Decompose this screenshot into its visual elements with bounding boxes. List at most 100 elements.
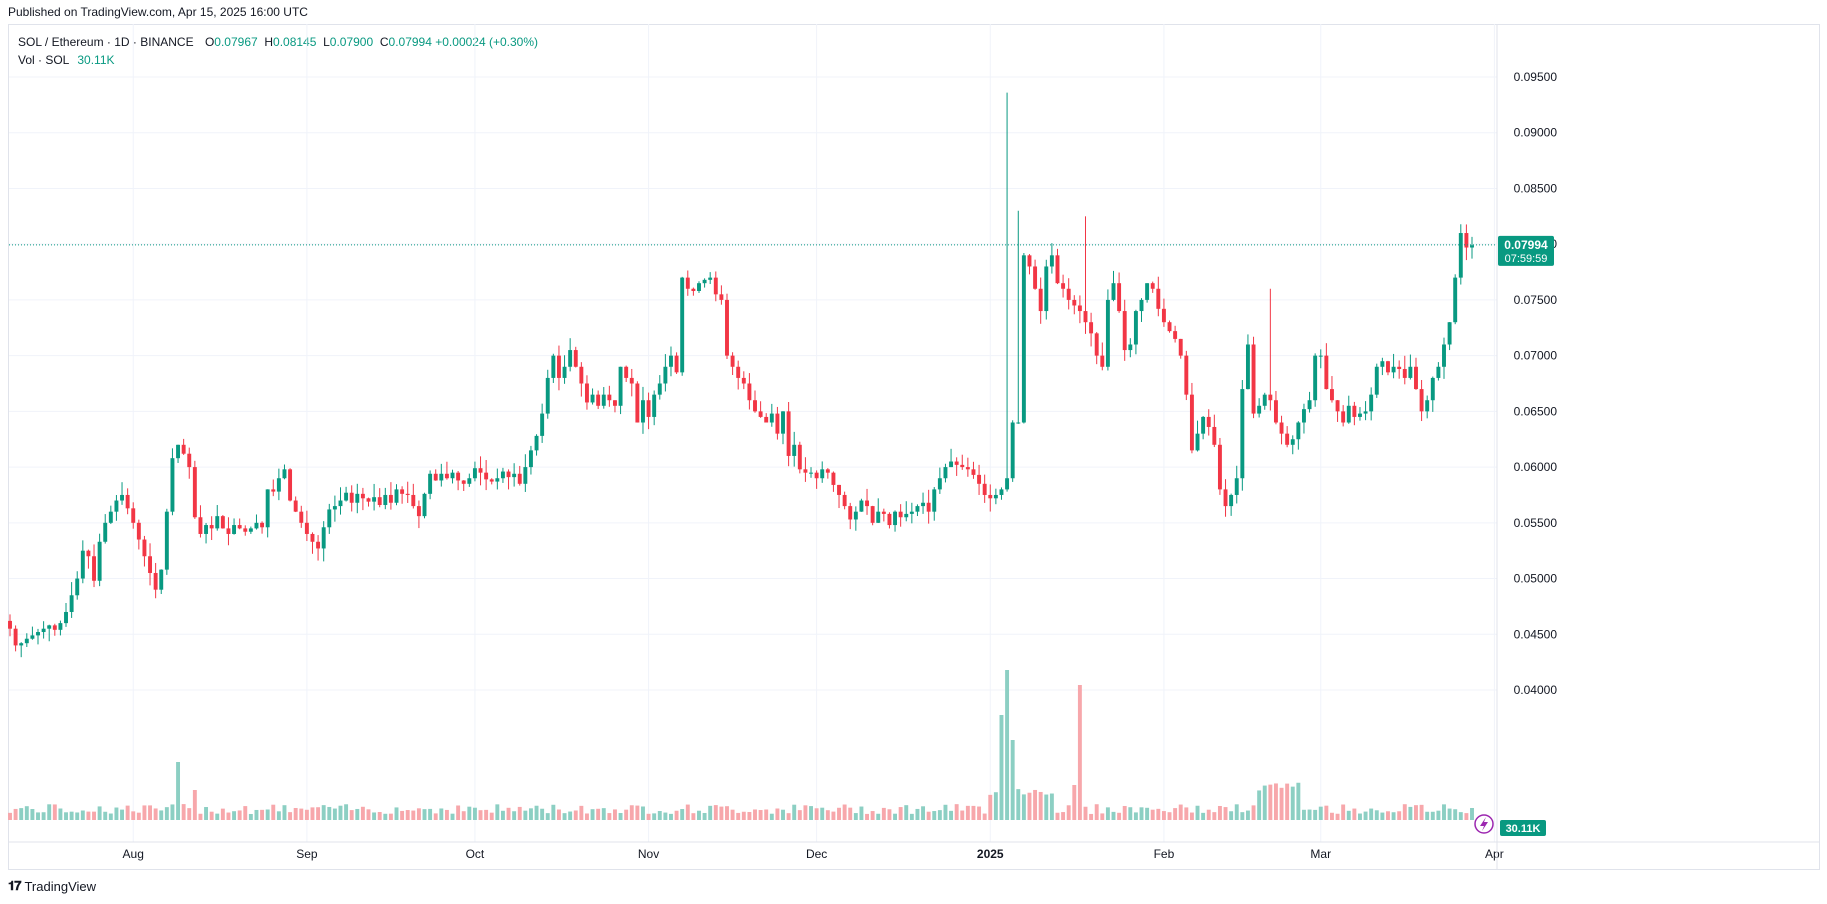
tradingview-logo-icon[interactable]: 𝟏𝟕: [8, 878, 22, 893]
volume-bar: [254, 809, 259, 820]
candle-body: [349, 492, 354, 503]
candle-body: [1346, 405, 1351, 423]
candle-body: [584, 383, 589, 403]
volume-bar: [887, 809, 892, 820]
candle-body: [41, 628, 46, 633]
volume-bar: [641, 806, 645, 820]
volume-bar: [1447, 808, 1452, 820]
volume-bar: [248, 813, 253, 820]
volume-bar: [568, 811, 573, 820]
volume-bar: [988, 794, 993, 820]
close-value: 0.07994: [388, 35, 432, 49]
candle-body: [1251, 344, 1256, 414]
volume-bar: [898, 807, 903, 820]
candle-body: [1167, 322, 1172, 332]
volume-bar: [58, 808, 63, 820]
volume-bar: [769, 813, 774, 820]
volume-bar: [1335, 813, 1340, 820]
volume-bar: [584, 813, 589, 820]
candle-body: [1430, 377, 1435, 401]
candle-body: [428, 473, 433, 494]
symbol-title[interactable]: SOL / Ethereum · 1D · BINANCE: [18, 35, 194, 49]
candle-body: [327, 509, 332, 528]
candle-body: [97, 541, 102, 581]
volume-bar: [97, 806, 102, 820]
volume-bar: [344, 804, 349, 820]
volume-bar: [820, 807, 825, 820]
candle-body: [652, 394, 657, 417]
volume-bar: [24, 806, 29, 820]
volume-bar: [1408, 806, 1413, 820]
candle-body: [47, 625, 52, 629]
candle-body: [1217, 444, 1222, 490]
candle-body: [232, 525, 237, 534]
close-key: C: [379, 35, 389, 49]
volume-label[interactable]: Vol · SOL: [18, 53, 70, 67]
footer-brand[interactable]: TradingView: [24, 878, 97, 894]
candle-body: [1234, 478, 1239, 495]
x-tick-label: Dec: [806, 847, 827, 861]
candle-body: [1117, 283, 1122, 312]
candle-body: [86, 550, 91, 557]
volume-bar: [1301, 809, 1306, 820]
volume-bar: [853, 813, 858, 820]
volume-bar: [1240, 812, 1245, 820]
volume-bar: [1257, 790, 1262, 820]
volume-bar: [1206, 809, 1211, 820]
candle-body: [1245, 344, 1250, 390]
candle-body: [1453, 277, 1458, 323]
volume-bar: [1453, 809, 1458, 820]
volume-bar: [1044, 794, 1049, 820]
volume-bar: [954, 804, 959, 820]
volume-bar: [456, 805, 461, 820]
volume-bar: [1133, 812, 1138, 820]
candle-body: [1089, 322, 1094, 334]
x-tick-label: 2025: [977, 847, 1004, 861]
candle-body: [1049, 255, 1054, 267]
candle-body: [204, 525, 209, 534]
volume-bar: [372, 812, 377, 820]
candle-body: [573, 350, 578, 367]
volume-bar: [736, 812, 741, 820]
y-tick-label: 0.04500: [1514, 627, 1558, 641]
candle-body: [411, 494, 416, 507]
candle-body: [601, 394, 606, 406]
chart-legend: SOL / Ethereum · 1D · BINANCE O0.07967 H…: [18, 33, 538, 69]
candle-body: [1016, 422, 1021, 424]
volume-bar: [338, 805, 343, 820]
candle-body: [1240, 389, 1245, 479]
candle-body: [1386, 361, 1390, 373]
volume-bar: [159, 810, 164, 820]
candle-body: [1262, 394, 1267, 406]
candle-body: [1178, 338, 1183, 356]
volume-bar: [1010, 740, 1015, 820]
volume-bar: [366, 809, 371, 820]
candle-body: [1307, 400, 1312, 410]
volume-bar: [1077, 685, 1082, 820]
volume-bar: [725, 806, 729, 820]
volume-bar: [893, 813, 898, 820]
candle-body: [103, 522, 108, 542]
candle-body: [198, 517, 203, 534]
volume-bar: [797, 810, 802, 820]
candle-body: [669, 355, 673, 367]
volume-bar: [708, 805, 713, 820]
candle-body: [837, 484, 841, 495]
volume-bar: [1245, 810, 1250, 820]
candle-body: [725, 299, 729, 356]
candle-body: [164, 511, 169, 570]
candle-body: [260, 522, 265, 528]
volume-bar: [943, 804, 948, 820]
volume-bar: [506, 807, 511, 820]
volume-bar: [1083, 806, 1088, 820]
candle-body: [114, 500, 119, 512]
candle-body: [702, 279, 707, 284]
candle-body: [1442, 344, 1446, 367]
x-tick-label: Feb: [1154, 847, 1175, 861]
candle-body: [792, 444, 797, 456]
volume-value: 30.11K: [77, 53, 115, 67]
chart-pane[interactable]: [8, 24, 1820, 870]
volume-bar: [960, 810, 965, 820]
volume-bar: [1150, 809, 1155, 820]
